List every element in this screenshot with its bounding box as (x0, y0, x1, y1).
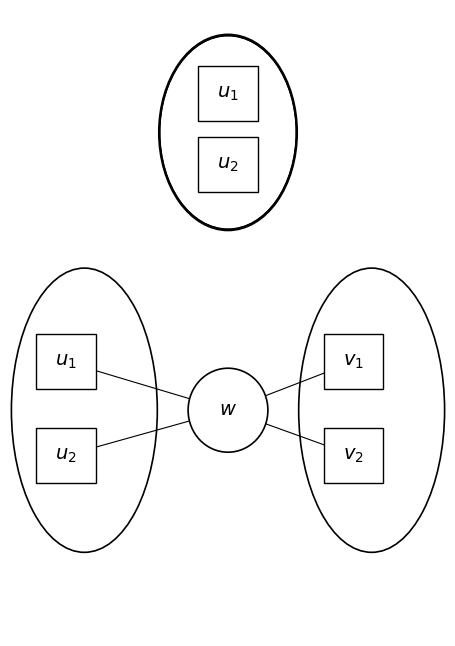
Ellipse shape (11, 268, 157, 552)
Text: $u_{1}$: $u_{1}$ (55, 353, 77, 371)
Text: $u_{1}$: $u_{1}$ (217, 85, 238, 103)
Text: $v_{2}$: $v_{2}$ (342, 446, 363, 464)
FancyBboxPatch shape (198, 138, 257, 193)
Text: $u_{2}$: $u_{2}$ (55, 446, 77, 464)
Text: $v_{1}$: $v_{1}$ (342, 353, 363, 371)
FancyBboxPatch shape (323, 334, 382, 389)
Ellipse shape (298, 268, 444, 552)
Ellipse shape (159, 36, 296, 229)
FancyBboxPatch shape (36, 428, 96, 483)
Text: $u_{2}$: $u_{2}$ (217, 156, 238, 174)
FancyBboxPatch shape (323, 428, 382, 483)
FancyBboxPatch shape (198, 67, 257, 121)
FancyBboxPatch shape (36, 334, 96, 389)
Ellipse shape (187, 368, 268, 452)
Text: $w$: $w$ (218, 401, 237, 419)
